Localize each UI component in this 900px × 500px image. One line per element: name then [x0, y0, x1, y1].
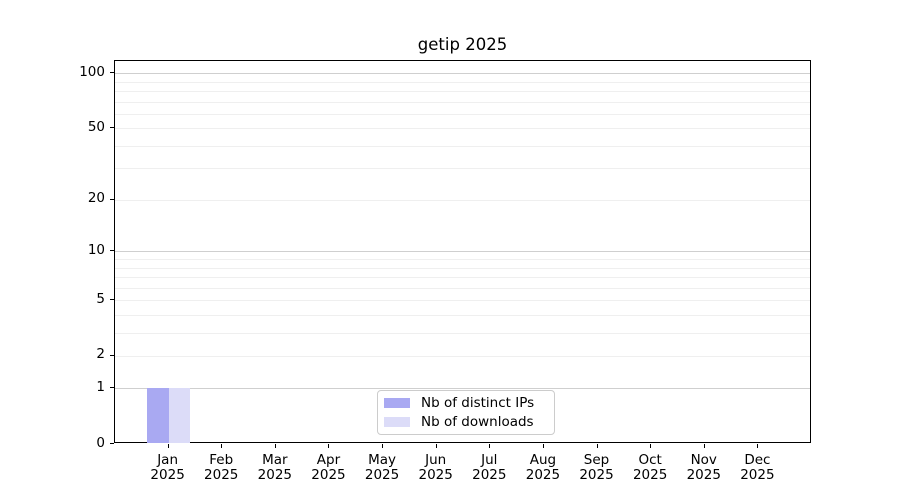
x-tick-mark — [167, 444, 169, 448]
legend-item-distinct-ips: Nb of distinct IPs — [384, 395, 554, 411]
gridline-minor — [115, 81, 810, 83]
x-tick-mark — [221, 444, 223, 448]
y-tick-mark — [110, 250, 114, 252]
y-tick-mark — [110, 354, 114, 356]
y-tick-mark — [110, 127, 114, 129]
x-tick-year: 2025 — [632, 467, 668, 483]
gridline-minor — [115, 199, 810, 201]
x-tick-month: Nov — [690, 452, 717, 468]
x-tick-label: Dec 2025 — [725, 453, 789, 483]
y-tick-label: 20 — [87, 190, 105, 207]
x-tick-mark — [596, 444, 598, 448]
x-tick-mark — [703, 444, 705, 448]
x-tick-month: Jun — [425, 452, 447, 468]
x-tick-month: May — [368, 452, 397, 468]
x-tick-year: 2025 — [686, 467, 721, 483]
gridline-major — [115, 388, 810, 390]
legend-label-downloads: Nb of downloads — [421, 414, 534, 431]
y-tick-mark — [110, 198, 114, 200]
x-tick-year: 2025 — [257, 467, 293, 483]
x-tick-label: Apr 2025 — [296, 453, 360, 483]
y-tick-label: 10 — [87, 241, 105, 258]
x-tick-mark — [435, 444, 437, 448]
x-tick-month: Apr — [316, 452, 341, 468]
gridline-minor — [115, 145, 810, 147]
gridline-minor — [115, 300, 810, 302]
y-tick-label: 5 — [96, 290, 105, 307]
x-tick-month: Oct — [638, 452, 662, 468]
y-tick-mark — [110, 443, 114, 444]
x-tick-month: Dec — [744, 452, 771, 468]
x-tick-year: 2025 — [150, 467, 185, 483]
legend-item-downloads: Nb of downloads — [384, 414, 554, 430]
x-tick-mark — [542, 444, 544, 448]
x-tick-label: Jun 2025 — [404, 453, 468, 483]
x-tick-label: Feb 2025 — [189, 453, 253, 483]
x-tick-year: 2025 — [525, 467, 561, 483]
gridline-minor — [115, 314, 810, 316]
legend-swatch-distinct-ips — [384, 397, 410, 408]
gridline-minor — [115, 101, 810, 103]
x-tick-month: Mar — [262, 452, 288, 468]
x-tick-year: 2025 — [311, 467, 346, 483]
x-tick-year: 2025 — [204, 467, 239, 483]
gridline-minor — [115, 168, 810, 170]
x-tick-month: Jul — [481, 452, 498, 468]
x-tick-month: Sep — [583, 452, 610, 468]
x-tick-mark — [489, 444, 491, 448]
x-tick-year: 2025 — [472, 467, 507, 483]
gridline-minor — [115, 267, 810, 269]
gridline-minor — [115, 332, 810, 334]
x-tick-label: Sep 2025 — [565, 453, 629, 483]
gridline-minor — [115, 91, 810, 93]
plot-area — [114, 60, 811, 443]
legend: Nb of distinct IPs Nb of downloads — [377, 390, 555, 435]
y-tick-mark — [110, 387, 114, 389]
x-tick-mark — [650, 444, 652, 448]
y-tick-label: 1 — [96, 378, 105, 395]
legend-swatch-downloads — [384, 417, 410, 428]
gridline-minor — [115, 287, 810, 289]
gridline-minor — [115, 128, 810, 130]
x-tick-month: Feb — [209, 452, 234, 468]
x-tick-year: 2025 — [740, 467, 775, 483]
gridline-major — [115, 251, 810, 253]
x-tick-label: Nov 2025 — [672, 453, 736, 483]
x-tick-month: Aug — [529, 452, 557, 468]
gridline-minor — [115, 259, 810, 261]
legend-label-distinct-ips: Nb of distinct IPs — [421, 394, 535, 411]
y-tick-label: 50 — [87, 118, 105, 135]
x-tick-label: Jul 2025 — [457, 453, 521, 483]
x-tick-mark — [274, 444, 276, 448]
chart-title: getip 2025 — [417, 35, 508, 54]
x-tick-year: 2025 — [364, 467, 400, 483]
gridline-major — [115, 73, 810, 75]
x-tick-label: Jan 2025 — [136, 453, 200, 483]
y-tick-label: 2 — [96, 346, 105, 363]
y-tick-mark — [110, 72, 114, 74]
gridline-minor — [115, 355, 810, 357]
x-tick-year: 2025 — [579, 467, 614, 483]
x-tick-month: Jan — [157, 452, 179, 468]
y-tick-label: 100 — [79, 63, 105, 80]
x-tick-label: Oct 2025 — [618, 453, 682, 483]
y-tick-label: 0 — [96, 434, 105, 451]
gridline-minor — [115, 277, 810, 279]
x-tick-year: 2025 — [418, 467, 453, 483]
x-tick-label: Aug 2025 — [511, 453, 575, 483]
x-tick-label: May 2025 — [350, 453, 414, 483]
x-tick-mark — [382, 444, 384, 448]
bar-distinct-ips — [147, 388, 169, 443]
x-tick-mark — [757, 444, 759, 448]
bar-downloads — [168, 388, 191, 443]
gridline-minor — [115, 113, 810, 115]
y-tick-mark — [110, 299, 114, 301]
x-tick-mark — [328, 444, 330, 448]
x-tick-label: Mar 2025 — [243, 453, 307, 483]
